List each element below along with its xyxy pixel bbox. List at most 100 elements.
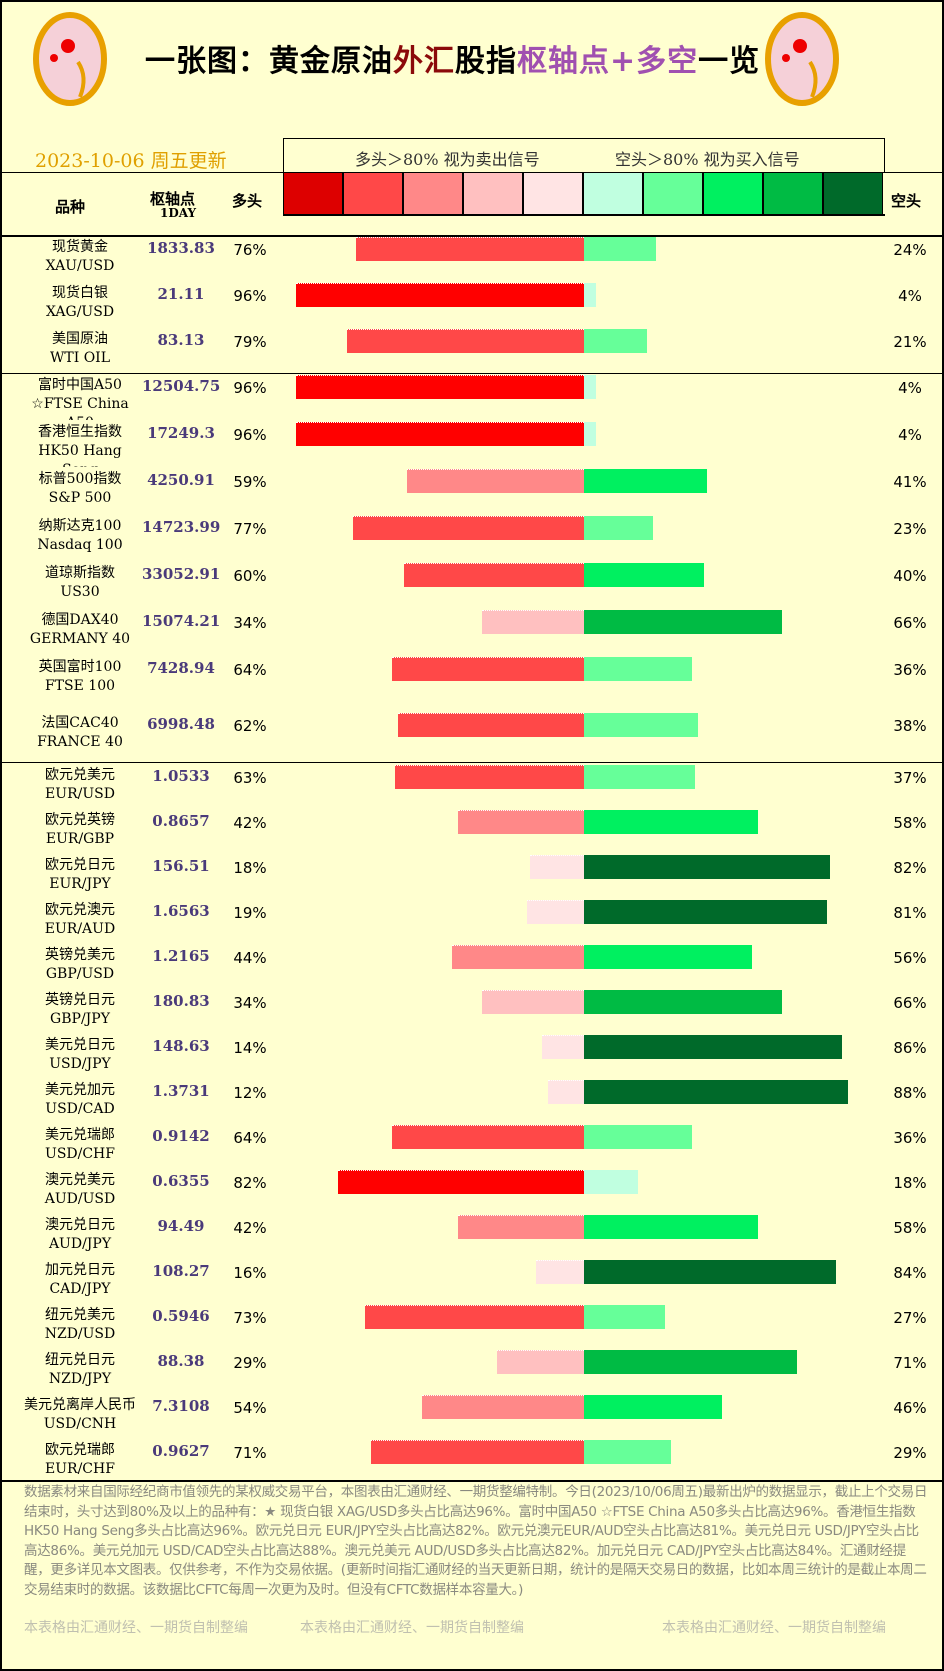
instrument-cn: 美元兑加元 xyxy=(45,1082,115,1098)
short-bar xyxy=(584,713,698,737)
pivot-value: 14723.99 xyxy=(142,518,221,536)
instrument-name: 英镑兑美元 GBP/USD xyxy=(20,946,140,990)
page-title: 一张图：黄金原油外汇股指枢轴点+多空一览 xyxy=(145,36,760,80)
divider xyxy=(283,214,885,216)
short-bar xyxy=(584,563,704,587)
long-percent: 34% xyxy=(233,614,267,632)
instrument-cn: 道琼斯指数 xyxy=(45,565,115,581)
pivot-value: 7.3108 xyxy=(152,1397,210,1415)
instrument-cn: 澳元兑日元 xyxy=(45,1217,115,1233)
table-row: 澳元兑日元 AUD/JPY 94.49 42% 58% xyxy=(0,1215,944,1259)
long-bar xyxy=(395,765,584,789)
instrument-code: ☆FTSE China A50 xyxy=(31,396,129,420)
long-percent: 63% xyxy=(233,769,267,787)
short-bar xyxy=(584,516,653,540)
short-percent: 29% xyxy=(893,1444,927,1462)
instrument-code: USD/JPY xyxy=(49,1056,111,1072)
col-header-pivot-sub: 1DAY xyxy=(160,206,197,220)
table-row: 欧元兑美元 EUR/USD 1.0533 63% 37% xyxy=(0,765,944,809)
short-bar xyxy=(584,1260,836,1284)
table-row: 纽元兑美元 NZD/USD 0.5946 73% 27% xyxy=(0,1305,944,1349)
short-bar xyxy=(584,1305,665,1329)
short-bar xyxy=(584,765,695,789)
long-percent: 42% xyxy=(233,1219,267,1237)
short-bar xyxy=(584,990,782,1014)
short-percent: 58% xyxy=(893,1219,927,1237)
short-bar xyxy=(584,237,656,261)
short-bar xyxy=(584,1350,797,1374)
instrument-cn: 欧元兑澳元 xyxy=(45,902,115,918)
pivot-value: 0.8657 xyxy=(152,812,210,830)
instrument-name: 纳斯达克100 Nasdaq 100 xyxy=(20,517,140,561)
instrument-code: GERMANY 40 xyxy=(29,631,131,647)
instrument-name: 欧元兑英镑 EUR/GBP xyxy=(20,811,140,855)
long-bar xyxy=(392,1125,584,1149)
long-bar xyxy=(296,283,584,307)
table-row: 英镑兑美元 GBP/USD 1.2165 44% 56% xyxy=(0,945,944,989)
long-bar xyxy=(458,810,584,834)
instrument-cn: 美元兑瑞郎 xyxy=(45,1127,115,1143)
long-bar xyxy=(482,990,584,1014)
instrument-code: S&P 500 xyxy=(48,490,112,506)
instrument-name: 纽元兑美元 NZD/USD xyxy=(20,1306,140,1350)
short-percent: 66% xyxy=(893,994,927,1012)
pivot-value: 88.38 xyxy=(157,1352,205,1370)
title-part: 一览 xyxy=(698,44,761,79)
long-percent: 77% xyxy=(233,520,267,538)
long-percent: 12% xyxy=(233,1084,267,1102)
table-row: 德国DAX40 GERMANY 40 15074.21 34% 66% xyxy=(0,610,944,654)
table-row: 香港恒生指数 HK50 Hang Seng 17249.3 96% 4% xyxy=(0,422,944,467)
long-percent: 44% xyxy=(233,949,267,967)
short-percent: 24% xyxy=(893,241,927,259)
short-percent: 4% xyxy=(898,426,922,444)
table-row: 纳斯达克100 Nasdaq 100 14723.99 77% 23% xyxy=(0,516,944,560)
short-bar xyxy=(584,810,758,834)
legend-swatch xyxy=(403,172,463,215)
short-bar xyxy=(584,329,647,353)
table-row: 美国原油 WTI OIL 83.13 79% 21% xyxy=(0,329,944,373)
long-percent: 73% xyxy=(233,1309,267,1327)
long-bar xyxy=(407,469,584,493)
credit: 本表格由汇通财经、一期货自制整编 xyxy=(662,1620,886,1636)
long-bar xyxy=(347,329,584,353)
instrument-cn: 欧元兑英镑 xyxy=(45,812,115,828)
table-row: 富时中国A50 ☆FTSE China A50 12504.75 96% 4% xyxy=(0,375,944,420)
instrument-code: Nasdaq 100 xyxy=(37,537,123,553)
instrument-name: 澳元兑日元 AUD/JPY xyxy=(20,1216,140,1260)
long-percent: 54% xyxy=(233,1399,267,1417)
short-percent: 36% xyxy=(893,1129,927,1147)
instrument-code: CAD/JPY xyxy=(49,1281,111,1297)
table-row: 道琼斯指数 US30 33052.91 60% 40% xyxy=(0,563,944,607)
long-percent: 64% xyxy=(233,661,267,679)
instrument-code: EUR/AUD xyxy=(44,921,116,937)
instrument-code: EUR/GBP xyxy=(45,831,115,847)
instrument-cn: 英镑兑日元 xyxy=(45,992,115,1008)
long-percent: 60% xyxy=(233,567,267,585)
instrument-cn: 澳元兑美元 xyxy=(45,1172,115,1188)
table-row: 现货黄金 XAU/USD 1833.83 76% 24% xyxy=(0,237,944,281)
legend-swatch xyxy=(343,172,403,215)
long-percent: 64% xyxy=(233,1129,267,1147)
instrument-cn: 欧元兑日元 xyxy=(45,857,115,873)
short-percent: 82% xyxy=(893,859,927,877)
pivot-value: 180.83 xyxy=(152,992,210,1010)
pivot-value: 0.9627 xyxy=(152,1442,210,1460)
long-percent: 96% xyxy=(233,426,267,444)
legend-swatch xyxy=(523,172,583,215)
short-bar xyxy=(584,1215,758,1239)
long-bar xyxy=(392,657,584,681)
long-percent: 29% xyxy=(233,1354,267,1372)
short-bar xyxy=(584,1395,722,1419)
long-percent: 14% xyxy=(233,1039,267,1057)
instrument-code: FTSE 100 xyxy=(44,678,116,694)
instrument-cn: 欧元兑瑞郎 xyxy=(45,1442,115,1458)
legend-short-signal: 空头＞80% 视为买入信号 xyxy=(615,150,800,169)
instrument-name: 富时中国A50 ☆FTSE China A50 xyxy=(20,376,140,420)
long-bar xyxy=(527,900,584,924)
short-bar xyxy=(584,945,752,969)
col-header-long: 多头 xyxy=(232,192,263,210)
instrument-name: 欧元兑美元 EUR/USD xyxy=(20,766,140,810)
instrument-code: US30 xyxy=(60,584,100,600)
table-row: 纽元兑日元 NZD/JPY 88.38 29% 71% xyxy=(0,1350,944,1394)
